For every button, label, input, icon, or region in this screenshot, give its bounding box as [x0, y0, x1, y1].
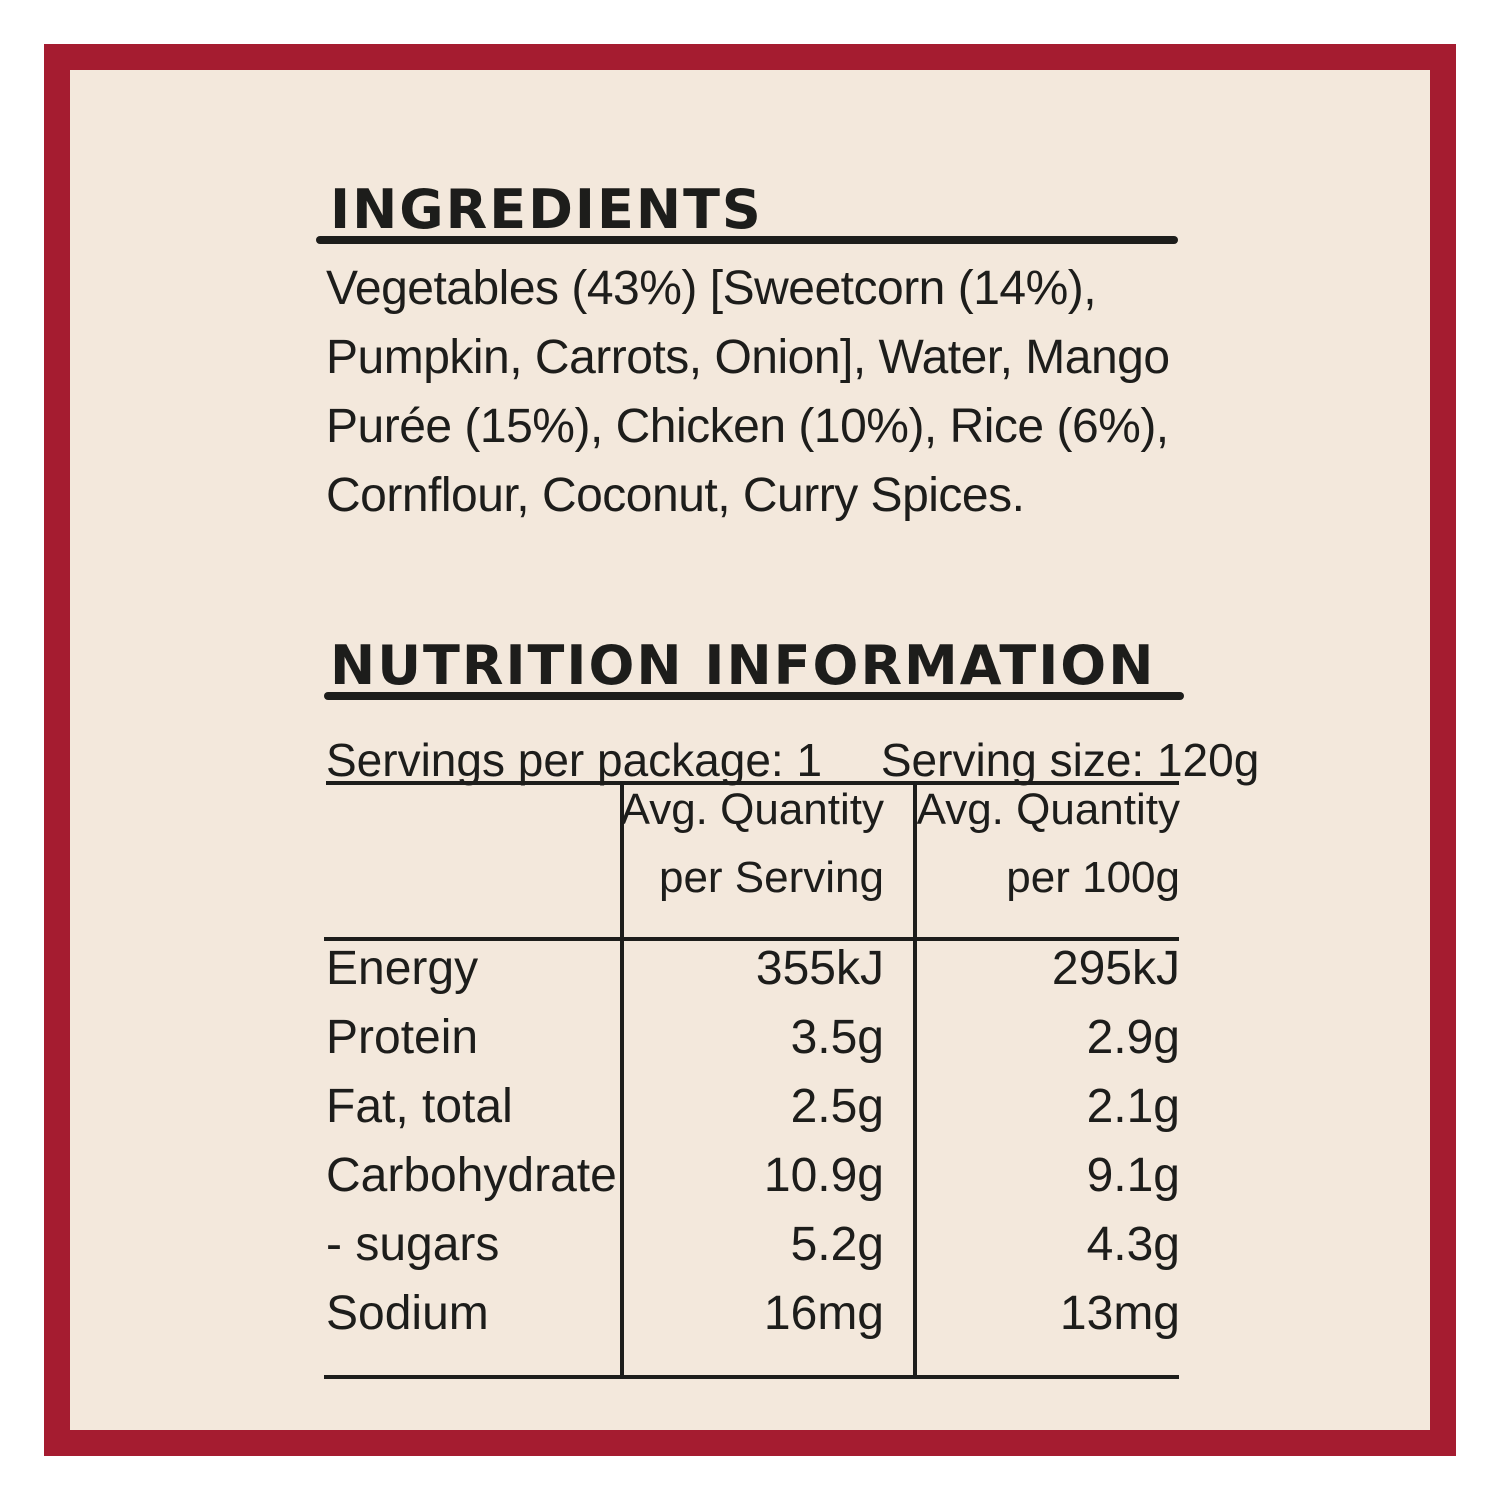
column-divider [620, 783, 624, 1375]
per-100g-value: 9.1g [1086, 1149, 1180, 1202]
nutrition-rule [324, 692, 1184, 700]
ingredients-line: Cornflour, Coconut, Curry Spices. [326, 469, 1025, 522]
per-serving-value: 5.2g [790, 1218, 884, 1271]
per-serving-value: 355kJ [755, 942, 884, 995]
table-top-rule [326, 781, 1179, 785]
nutrition-rows: Energy 355kJ 295kJ Protein 3.5g 2.9g Fat… [326, 934, 1186, 1348]
ingredients-line: Purée (15%), Chicken (10%), Rice (6%), [326, 400, 1169, 453]
per-100g-value: 4.3g [1086, 1218, 1180, 1271]
per-serving-value: 16mg [763, 1287, 884, 1340]
per-100g-value: 295kJ [1051, 942, 1180, 995]
nutrient-name: Sodium [326, 1287, 489, 1340]
table-row: Protein 3.5g 2.9g [326, 1003, 1186, 1072]
table-row: Fat, total 2.5g 2.1g [326, 1072, 1186, 1141]
nutrient-name: Protein [326, 1011, 479, 1064]
per-100g-value: 2.1g [1086, 1080, 1180, 1133]
servings-per-package: Servings per package: 1 [326, 734, 823, 786]
per-100g-value: 13mg [1059, 1287, 1180, 1340]
per-100g-value: 2.9g [1086, 1011, 1180, 1064]
nutrient-name: Carbohydrate [326, 1149, 617, 1202]
nutrient-name: Energy [326, 942, 479, 995]
column-divider [913, 783, 917, 1375]
col-header-per-100g: Avg. Quantity per 100g [916, 785, 1180, 902]
per-serving-value: 3.5g [790, 1011, 884, 1064]
servings-line: Servings per package: 1 Serving size: 12… [326, 730, 1259, 790]
ingredients-text: Vegetables (43%) [Sweetcorn (14%), Pumpk… [326, 254, 1186, 530]
serving-size: Serving size: 120g [880, 734, 1260, 786]
nutrient-name: Fat, total [326, 1080, 513, 1133]
label-panel: INGREDIENTS Vegetables (43%) [Sweetcorn … [70, 70, 1430, 1430]
ingredients-line: Pumpkin, Carrots, Onion], Water, Mango [326, 331, 1170, 384]
table-row: Energy 355kJ 295kJ [326, 934, 1186, 1003]
ingredients-line: Vegetables (43%) [Sweetcorn (14%), [326, 262, 1097, 315]
table-row: Sodium 16mg 13mg [326, 1279, 1186, 1348]
table-row: Carbohydrate 10.9g 9.1g [326, 1141, 1186, 1210]
per-serving-value: 10.9g [763, 1149, 884, 1202]
ingredients-rule [316, 236, 1178, 244]
label-border: INGREDIENTS Vegetables (43%) [Sweetcorn … [44, 44, 1456, 1456]
ingredients-heading: INGREDIENTS [330, 178, 763, 241]
per-serving-value: 2.5g [790, 1080, 884, 1133]
table-row: - sugars 5.2g 4.3g [326, 1210, 1186, 1279]
nutrient-name: - sugars [326, 1218, 500, 1271]
nutrition-heading: NUTRITION INFORMATION [330, 634, 1156, 697]
col-header-per-serving: Avg. Quantity per Serving [620, 785, 884, 902]
table-bottom-rule [324, 1375, 1179, 1379]
table-header-rule [324, 937, 1179, 941]
